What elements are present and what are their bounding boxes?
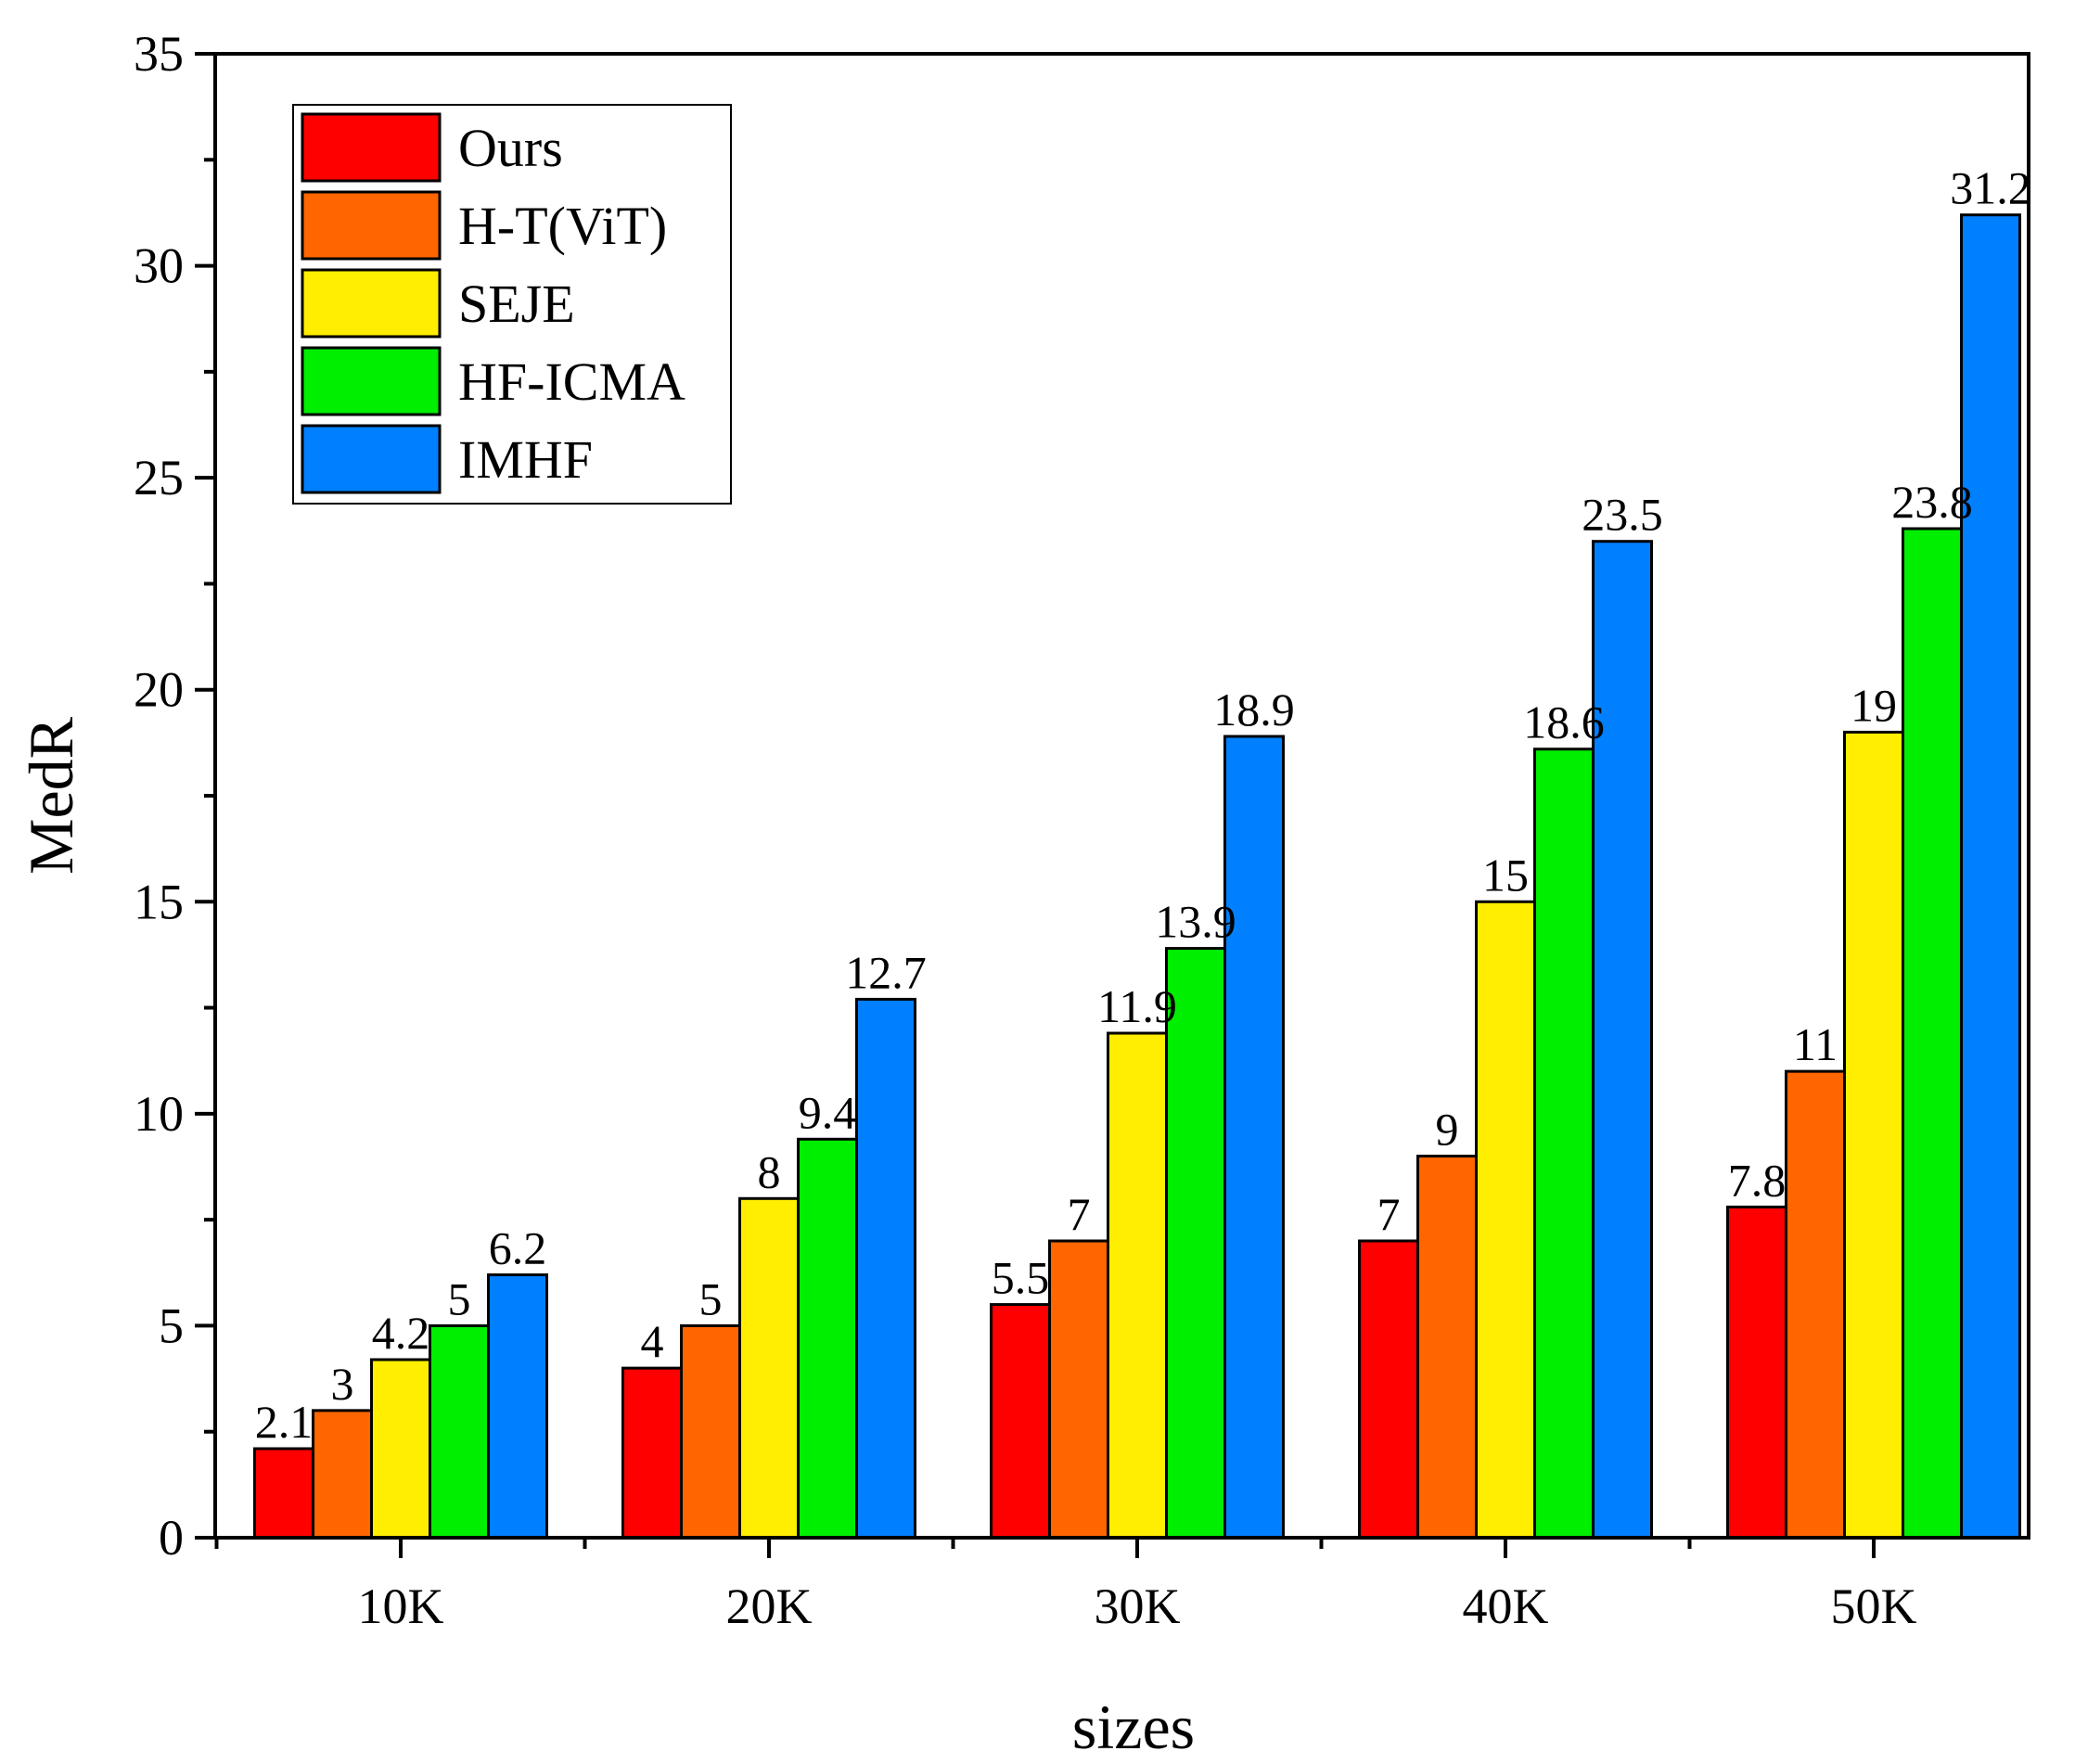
bar-ours-20k bbox=[621, 1366, 683, 1540]
data-label: 8 bbox=[758, 1145, 781, 1197]
bar-ours-40k bbox=[1358, 1239, 1419, 1540]
data-label: 23.5 bbox=[1582, 489, 1663, 541]
data-label: 7 bbox=[1377, 1188, 1401, 1240]
y-tick-label: 5 bbox=[159, 1297, 184, 1353]
bar-h-t-vit--30k bbox=[1048, 1239, 1109, 1540]
bar-seje-40k bbox=[1475, 900, 1536, 1540]
legend: Ours H-T(ViT) SEJE HF-ICMA IMHF bbox=[292, 104, 732, 505]
data-label: 5.5 bbox=[992, 1252, 1050, 1304]
data-label: 19 bbox=[1851, 679, 1897, 731]
y-tick-label: 10 bbox=[134, 1086, 184, 1142]
data-label: 11 bbox=[1793, 1018, 1838, 1070]
data-label: 6.2 bbox=[489, 1222, 547, 1274]
y-tick-label: 30 bbox=[134, 238, 184, 294]
data-label: 31.2 bbox=[1950, 162, 2031, 214]
bar-h-t-vit--40k bbox=[1416, 1155, 1478, 1540]
bar-hf-icma-40k bbox=[1533, 748, 1595, 1540]
y-tick-label: 20 bbox=[134, 662, 184, 718]
legend-swatch-seje bbox=[301, 268, 442, 339]
bar-hf-icma-50k bbox=[1902, 527, 1963, 1540]
y-tick-label: 35 bbox=[134, 26, 184, 82]
y-tick-label: 15 bbox=[134, 874, 184, 929]
y-tick-label: 25 bbox=[134, 450, 184, 505]
data-label: 4.2 bbox=[372, 1307, 430, 1359]
data-label: 15 bbox=[1482, 849, 1529, 901]
bar-imhf-20k bbox=[855, 997, 916, 1540]
y-tick-label: 0 bbox=[159, 1510, 184, 1566]
legend-label: H-T(ViT) bbox=[458, 196, 667, 256]
bar-ours-50k bbox=[1726, 1205, 1787, 1540]
data-label: 23.8 bbox=[1891, 476, 1973, 528]
bar-imhf-40k bbox=[1592, 540, 1653, 1540]
bar-h-t-vit--50k bbox=[1785, 1069, 1846, 1540]
bar-seje-30k bbox=[1107, 1031, 1168, 1540]
bars-layer bbox=[253, 213, 2021, 1540]
data-label: 11.9 bbox=[1097, 980, 1177, 1032]
bar-h-t-vit--20k bbox=[680, 1323, 741, 1540]
bar-ours-10k bbox=[253, 1447, 314, 1540]
data-label: 18.6 bbox=[1523, 697, 1605, 748]
y-axis-title: MedR bbox=[16, 716, 86, 875]
legend-label: HF-ICMA bbox=[458, 352, 685, 412]
bar-hf-icma-10k bbox=[429, 1323, 490, 1540]
legend-label: IMHF bbox=[458, 429, 593, 490]
x-axis: 10K 20K 30K 40K 50K bbox=[214, 1538, 1917, 1634]
bar-hf-icma-30k bbox=[1165, 947, 1226, 1540]
data-label: 3 bbox=[331, 1358, 354, 1410]
data-label: 9 bbox=[1436, 1104, 1459, 1156]
data-label: 7 bbox=[1068, 1188, 1091, 1240]
x-tick-label: 40K bbox=[1463, 1579, 1549, 1634]
data-label: 4 bbox=[641, 1315, 664, 1367]
legend-label: SEJE bbox=[458, 274, 575, 334]
x-axis-title: sizes bbox=[1072, 1692, 1195, 1762]
legend-swatch-ours bbox=[301, 112, 442, 183]
x-tick-label: 30K bbox=[1095, 1579, 1181, 1634]
y-axis: 0 5 10 15 20 25 30 35 bbox=[134, 26, 215, 1566]
data-label: 2.1 bbox=[255, 1396, 314, 1448]
bar-h-t-vit--10k bbox=[312, 1409, 373, 1540]
legend-swatch-h-t-vit- bbox=[301, 190, 442, 261]
data-label: 9.4 bbox=[799, 1086, 857, 1138]
data-label: 5 bbox=[448, 1272, 471, 1324]
bar-seje-10k bbox=[370, 1358, 431, 1540]
legend-label: Ours bbox=[458, 118, 563, 178]
legend-swatch-hf-icma bbox=[301, 346, 442, 416]
x-tick-label: 50K bbox=[1831, 1579, 1917, 1634]
data-label: 5 bbox=[699, 1272, 723, 1324]
bar-imhf-50k bbox=[1960, 213, 2021, 1540]
data-label: 13.9 bbox=[1155, 896, 1236, 948]
data-labels-layer: 2.134.256.24589.412.75.5711.913.918.9791… bbox=[255, 162, 2031, 1448]
data-label: 7.8 bbox=[1728, 1154, 1787, 1206]
data-label: 12.7 bbox=[845, 946, 927, 998]
x-tick-label: 10K bbox=[358, 1579, 444, 1634]
bar-seje-20k bbox=[738, 1196, 800, 1540]
bar-imhf-30k bbox=[1223, 735, 1285, 1540]
data-label: 18.9 bbox=[1213, 684, 1295, 735]
x-tick-label: 20K bbox=[726, 1579, 813, 1634]
bar-imhf-10k bbox=[487, 1273, 548, 1540]
bar-ours-30k bbox=[990, 1303, 1051, 1540]
bar-hf-icma-20k bbox=[797, 1137, 858, 1540]
legend-swatch-imhf bbox=[301, 424, 442, 494]
bar-seje-50k bbox=[1843, 730, 1904, 1540]
